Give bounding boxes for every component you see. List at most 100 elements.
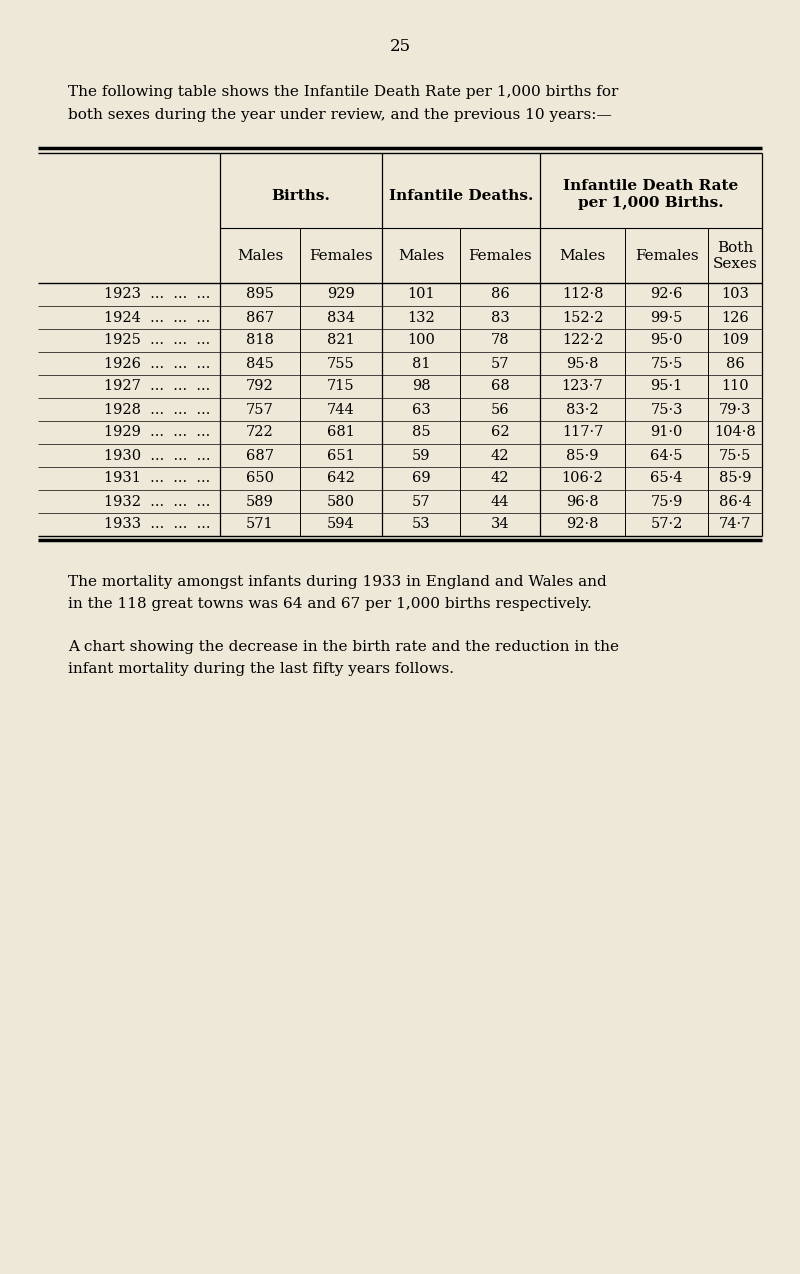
- Text: 1932  ...  ...  ...: 1932 ... ... ...: [104, 494, 210, 508]
- Text: 92·8: 92·8: [566, 517, 598, 531]
- Text: 64·5: 64·5: [650, 448, 682, 462]
- Text: 78: 78: [490, 334, 510, 348]
- Text: 818: 818: [246, 334, 274, 348]
- Text: 589: 589: [246, 494, 274, 508]
- Text: 110: 110: [721, 380, 749, 394]
- Text: 681: 681: [327, 426, 355, 440]
- Text: 642: 642: [327, 471, 355, 485]
- Text: 95·8: 95·8: [566, 357, 598, 371]
- Text: 867: 867: [246, 311, 274, 325]
- Text: 722: 722: [246, 426, 274, 440]
- Text: 83·2: 83·2: [566, 403, 599, 417]
- Text: Females: Females: [309, 248, 373, 262]
- Text: 929: 929: [327, 288, 355, 302]
- Text: 1933  ...  ...  ...: 1933 ... ... ...: [103, 517, 210, 531]
- Text: 25: 25: [390, 38, 410, 55]
- Text: 86: 86: [726, 357, 744, 371]
- Text: 104·8: 104·8: [714, 426, 756, 440]
- Text: 755: 755: [327, 357, 355, 371]
- Text: 44: 44: [490, 494, 510, 508]
- Text: 91·0: 91·0: [650, 426, 682, 440]
- Text: 821: 821: [327, 334, 355, 348]
- Text: 757: 757: [246, 403, 274, 417]
- Text: 101: 101: [407, 288, 435, 302]
- Text: 152·2: 152·2: [562, 311, 603, 325]
- Text: 53: 53: [412, 517, 430, 531]
- Text: 594: 594: [327, 517, 355, 531]
- Text: 98: 98: [412, 380, 430, 394]
- Text: Births.: Births.: [271, 189, 330, 203]
- Text: 1931  ...  ...  ...: 1931 ... ... ...: [104, 471, 210, 485]
- Text: 75·3: 75·3: [650, 403, 682, 417]
- Text: 112·8: 112·8: [562, 288, 603, 302]
- Text: 845: 845: [246, 357, 274, 371]
- Text: 57·2: 57·2: [650, 517, 682, 531]
- Text: 715: 715: [327, 380, 355, 394]
- Text: per 1,000 Births.: per 1,000 Births.: [578, 195, 724, 209]
- Text: in the 118 great towns was 64 and 67 per 1,000 births respectively.: in the 118 great towns was 64 and 67 per…: [68, 598, 592, 612]
- Text: The mortality amongst infants during 1933 in England and Wales and: The mortality amongst infants during 193…: [68, 575, 606, 589]
- Text: 42: 42: [490, 471, 510, 485]
- Text: The following table shows the Infantile Death Rate per 1,000 births for: The following table shows the Infantile …: [68, 85, 618, 99]
- Text: 81: 81: [412, 357, 430, 371]
- Text: Males: Males: [398, 248, 444, 262]
- Text: 57: 57: [490, 357, 510, 371]
- Text: A chart showing the decrease in the birth rate and the reduction in the: A chart showing the decrease in the birt…: [68, 640, 619, 654]
- Text: 834: 834: [327, 311, 355, 325]
- Text: Both: Both: [717, 242, 753, 256]
- Text: 86·4: 86·4: [718, 494, 751, 508]
- Text: 1930  ...  ...  ...: 1930 ... ... ...: [103, 448, 210, 462]
- Text: 650: 650: [246, 471, 274, 485]
- Text: 83: 83: [490, 311, 510, 325]
- Text: 85: 85: [412, 426, 430, 440]
- Text: 106·2: 106·2: [562, 471, 603, 485]
- Text: 95·1: 95·1: [650, 380, 682, 394]
- Text: 580: 580: [327, 494, 355, 508]
- Text: 109: 109: [721, 334, 749, 348]
- Text: 96·8: 96·8: [566, 494, 599, 508]
- Text: 117·7: 117·7: [562, 426, 603, 440]
- Text: 42: 42: [490, 448, 510, 462]
- Text: 63: 63: [412, 403, 430, 417]
- Text: 792: 792: [246, 380, 274, 394]
- Text: 68: 68: [490, 380, 510, 394]
- Text: 92·6: 92·6: [650, 288, 682, 302]
- Text: 62: 62: [490, 426, 510, 440]
- Text: 1925  ...  ...  ...: 1925 ... ... ...: [104, 334, 210, 348]
- Text: 1929  ...  ...  ...: 1929 ... ... ...: [104, 426, 210, 440]
- Text: 1926  ...  ...  ...: 1926 ... ... ...: [104, 357, 210, 371]
- Text: 571: 571: [246, 517, 274, 531]
- Text: 75·9: 75·9: [650, 494, 682, 508]
- Text: 85·9: 85·9: [718, 471, 751, 485]
- Text: 132: 132: [407, 311, 435, 325]
- Text: 34: 34: [490, 517, 510, 531]
- Text: 85·9: 85·9: [566, 448, 598, 462]
- Text: 123·7: 123·7: [562, 380, 603, 394]
- Text: 65·4: 65·4: [650, 471, 682, 485]
- Text: 69: 69: [412, 471, 430, 485]
- Text: Males: Males: [237, 248, 283, 262]
- Text: 687: 687: [246, 448, 274, 462]
- Text: Infantile Deaths.: Infantile Deaths.: [389, 189, 533, 203]
- Text: 75·5: 75·5: [650, 357, 682, 371]
- Text: 100: 100: [407, 334, 435, 348]
- Text: 56: 56: [490, 403, 510, 417]
- Text: Infantile Death Rate: Infantile Death Rate: [563, 178, 738, 192]
- Text: 95·0: 95·0: [650, 334, 682, 348]
- Text: Females: Females: [468, 248, 532, 262]
- Text: 1923  ...  ...  ...: 1923 ... ... ...: [104, 288, 210, 302]
- Text: Females: Females: [634, 248, 698, 262]
- Text: 74·7: 74·7: [719, 517, 751, 531]
- Text: 103: 103: [721, 288, 749, 302]
- Text: both sexes during the year under review, and the previous 10 years:—: both sexes during the year under review,…: [68, 108, 612, 122]
- Text: 651: 651: [327, 448, 355, 462]
- Text: 744: 744: [327, 403, 355, 417]
- Text: Sexes: Sexes: [713, 257, 758, 271]
- Text: Males: Males: [559, 248, 606, 262]
- Text: 895: 895: [246, 288, 274, 302]
- Text: 86: 86: [490, 288, 510, 302]
- Text: 57: 57: [412, 494, 430, 508]
- Text: 1928  ...  ...  ...: 1928 ... ... ...: [104, 403, 210, 417]
- Text: 79·3: 79·3: [718, 403, 751, 417]
- Text: 99·5: 99·5: [650, 311, 682, 325]
